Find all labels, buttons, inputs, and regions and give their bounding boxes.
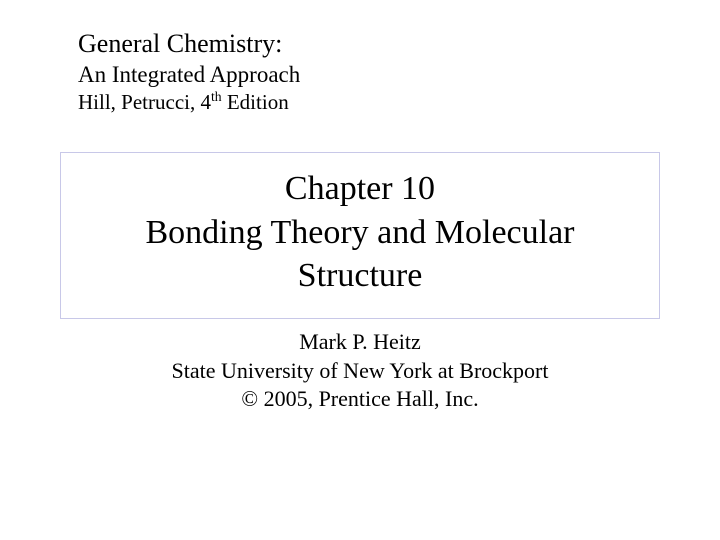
- book-header: General Chemistry: An Integrated Approac…: [78, 28, 300, 117]
- book-edition: Hill, Petrucci, 4th Edition: [78, 89, 300, 116]
- attribution-block: Mark P. Heitz State University of New Yo…: [0, 328, 720, 414]
- chapter-title-box: Chapter 10 Bonding Theory and Molecular …: [60, 152, 660, 319]
- author-name: Mark P. Heitz: [0, 328, 720, 357]
- edition-ordinal: th: [211, 89, 222, 104]
- chapter-title-line-2: Structure: [71, 254, 649, 298]
- book-subtitle: An Integrated Approach: [78, 61, 300, 90]
- book-title: General Chemistry:: [78, 28, 300, 61]
- chapter-number: Chapter 10: [71, 167, 649, 211]
- institution-name: State University of New York at Brockpor…: [0, 357, 720, 386]
- edition-prefix: Hill, Petrucci, 4: [78, 90, 211, 114]
- copyright-line: © 2005, Prentice Hall, Inc.: [0, 385, 720, 414]
- chapter-title-line-1: Bonding Theory and Molecular: [71, 211, 649, 255]
- edition-suffix: Edition: [222, 90, 289, 114]
